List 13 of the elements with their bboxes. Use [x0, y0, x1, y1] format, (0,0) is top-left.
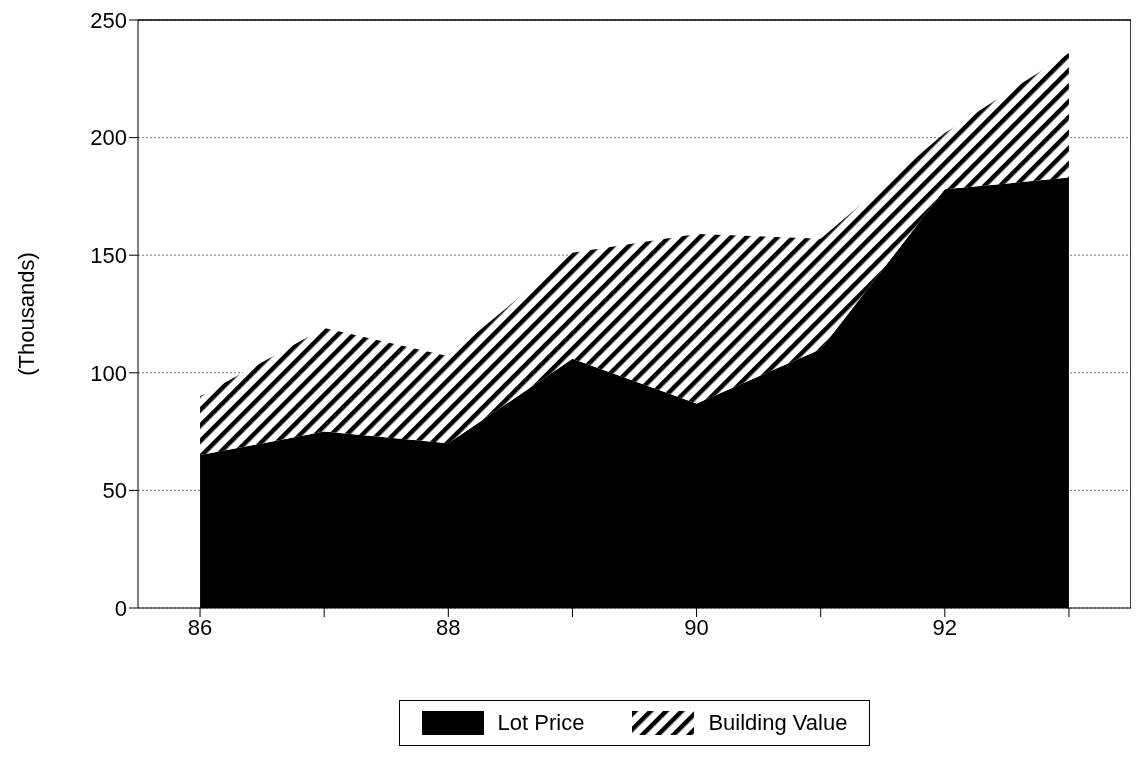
x-tick-label: 86 — [187, 614, 213, 640]
x-tick-label: 88 — [436, 614, 461, 640]
x-tick-label: 90 — [684, 614, 709, 640]
legend-label: Lot Price — [497, 710, 585, 736]
y-tick-label: 250 — [90, 7, 127, 33]
legend-label: Building Value — [708, 710, 848, 736]
y-tick-label: 150 — [90, 243, 127, 269]
y-tick-label: 100 — [90, 360, 127, 386]
y-tick-label: 50 — [102, 478, 127, 504]
x-tick-label: 92 — [932, 614, 958, 640]
y-axis-title: (Thousands) — [13, 252, 39, 376]
y-tick-label: 200 — [90, 125, 127, 151]
y-tick-label: 0 — [114, 595, 127, 621]
